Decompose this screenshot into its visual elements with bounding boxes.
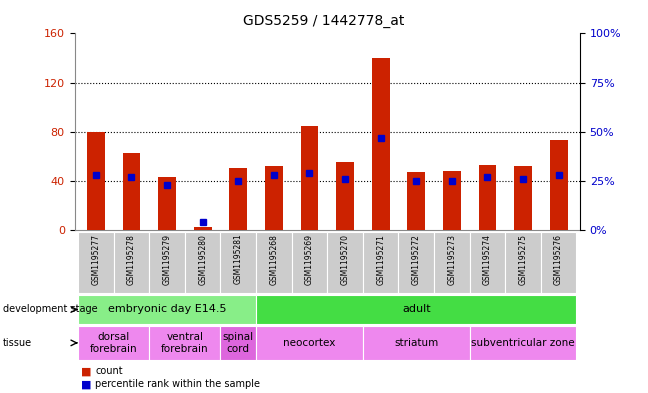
Text: ventral
forebrain: ventral forebrain xyxy=(161,332,209,354)
Bar xyxy=(149,326,220,360)
Bar xyxy=(78,295,256,324)
Text: embryonic day E14.5: embryonic day E14.5 xyxy=(108,305,226,314)
Text: GSM1195281: GSM1195281 xyxy=(234,234,243,285)
Bar xyxy=(256,326,363,360)
Bar xyxy=(220,232,256,293)
Bar xyxy=(478,165,496,230)
Bar xyxy=(363,326,470,360)
Bar xyxy=(399,232,434,293)
Text: GSM1195272: GSM1195272 xyxy=(411,234,421,285)
Text: adult: adult xyxy=(402,305,430,314)
Text: GSM1195269: GSM1195269 xyxy=(305,234,314,285)
Text: GDS5259 / 1442778_at: GDS5259 / 1442778_at xyxy=(243,14,405,28)
Bar xyxy=(78,232,113,293)
Bar xyxy=(256,295,577,324)
Bar xyxy=(301,125,318,230)
Bar xyxy=(327,232,363,293)
Bar xyxy=(470,232,505,293)
Bar xyxy=(229,169,247,230)
Bar xyxy=(336,162,354,230)
Bar xyxy=(443,171,461,230)
Bar xyxy=(185,232,220,293)
Text: GSM1195279: GSM1195279 xyxy=(163,234,172,285)
Bar xyxy=(265,166,283,230)
Bar xyxy=(505,232,541,293)
Text: ■: ■ xyxy=(81,366,95,376)
Text: spinal
cord: spinal cord xyxy=(223,332,254,354)
Bar xyxy=(256,232,292,293)
Text: count: count xyxy=(95,366,123,376)
Text: neocortex: neocortex xyxy=(283,338,336,348)
Text: ■: ■ xyxy=(81,379,95,389)
Text: GSM1195277: GSM1195277 xyxy=(91,234,100,285)
Text: GSM1195278: GSM1195278 xyxy=(127,234,136,285)
Bar xyxy=(194,228,211,230)
Text: striatum: striatum xyxy=(394,338,438,348)
Text: GSM1195268: GSM1195268 xyxy=(270,234,279,285)
Text: dorsal
forebrain: dorsal forebrain xyxy=(90,332,137,354)
Text: development stage: development stage xyxy=(3,305,98,314)
Bar xyxy=(78,326,149,360)
Bar xyxy=(434,232,470,293)
Text: GSM1195274: GSM1195274 xyxy=(483,234,492,285)
Bar xyxy=(220,326,256,360)
Bar xyxy=(292,232,327,293)
Bar xyxy=(363,232,399,293)
Bar xyxy=(113,232,149,293)
Bar xyxy=(514,166,532,230)
Bar xyxy=(408,172,425,230)
Bar xyxy=(122,152,141,230)
Bar xyxy=(372,58,389,230)
Text: subventricular zone: subventricular zone xyxy=(471,338,575,348)
Text: GSM1195275: GSM1195275 xyxy=(518,234,527,285)
Bar xyxy=(550,140,568,230)
Text: GSM1195280: GSM1195280 xyxy=(198,234,207,285)
Text: GSM1195271: GSM1195271 xyxy=(376,234,385,285)
Text: GSM1195276: GSM1195276 xyxy=(554,234,563,285)
Bar xyxy=(541,232,577,293)
Text: tissue: tissue xyxy=(3,338,32,348)
Bar xyxy=(87,132,105,230)
Bar xyxy=(470,326,577,360)
Bar xyxy=(149,232,185,293)
Text: GSM1195273: GSM1195273 xyxy=(447,234,456,285)
Text: GSM1195270: GSM1195270 xyxy=(341,234,349,285)
Bar xyxy=(158,177,176,230)
Text: percentile rank within the sample: percentile rank within the sample xyxy=(95,379,260,389)
